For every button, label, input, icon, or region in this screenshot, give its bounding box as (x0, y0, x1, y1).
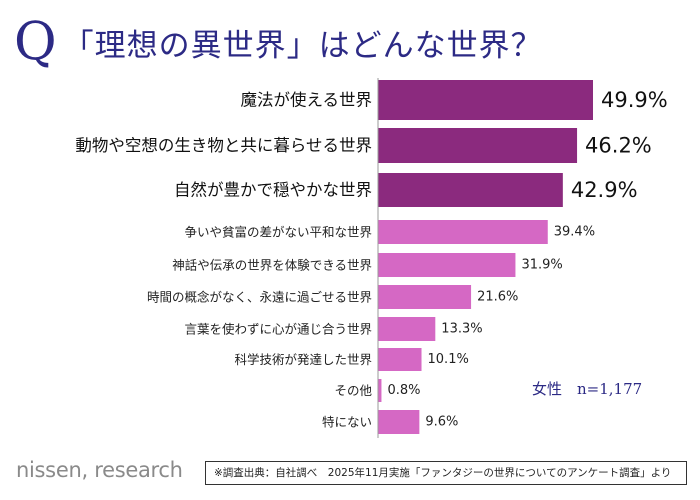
value-label-10: 9.6% (425, 415, 458, 430)
value-label-3: 42.9% (571, 178, 638, 202)
title-text: 「理想の異世界」はどんな世界？ (62, 27, 543, 64)
bar-5 (378, 253, 516, 277)
source-note: ※調査出典：自社調べ 2025年11月実施「ファンタジーの世界についてのアンケー… (205, 461, 687, 485)
category-label-3: 自然が豊かで穏やかな世界 (174, 181, 372, 200)
bar-3 (378, 173, 563, 207)
value-label-9: 0.8% (387, 383, 420, 398)
value-label-1: 49.9% (601, 88, 668, 112)
bar-7 (378, 317, 436, 341)
bar-9 (378, 379, 382, 402)
value-label-2: 46.2% (585, 134, 652, 158)
nissen-research-logo: nissen, research (16, 458, 183, 482)
value-label-4: 39.4% (554, 225, 595, 240)
bar-2 (378, 128, 578, 163)
category-label-2: 動物や空想の生き物と共に暮らせる世界 (75, 136, 372, 155)
value-label-5: 31.9% (521, 258, 562, 273)
category-label-7: 言葉を使わずに心が通じ合う世界 (184, 322, 372, 337)
value-label-8: 10.1% (428, 352, 469, 367)
bar-10 (378, 410, 420, 434)
bar-6 (378, 285, 472, 309)
bar-8 (378, 348, 422, 371)
category-label-4: 争いや貧富の差がない平和な世界 (184, 225, 372, 240)
sample-size-label: 女性 n=1,177 (532, 380, 643, 398)
bar-4 (378, 220, 548, 244)
value-label-7: 13.3% (441, 322, 482, 337)
category-label-5: 神話や伝承の世界を体験できる世界 (172, 258, 372, 273)
category-label-8: 科学技術が発達した世界 (234, 352, 372, 367)
category-label-10: 特にない (322, 415, 372, 430)
title-q-mark: Q (14, 12, 57, 72)
bar-1 (378, 80, 593, 120)
category-label-9: その他 (334, 383, 372, 398)
category-label-6: 時間の概念がなく、永遠に過ごせる世界 (147, 290, 373, 305)
category-label-1: 魔法が使える世界 (240, 91, 372, 110)
value-label-6: 21.6% (477, 290, 518, 305)
chart-title: Q 「理想の異世界」はどんな世界？ (14, 10, 686, 74)
